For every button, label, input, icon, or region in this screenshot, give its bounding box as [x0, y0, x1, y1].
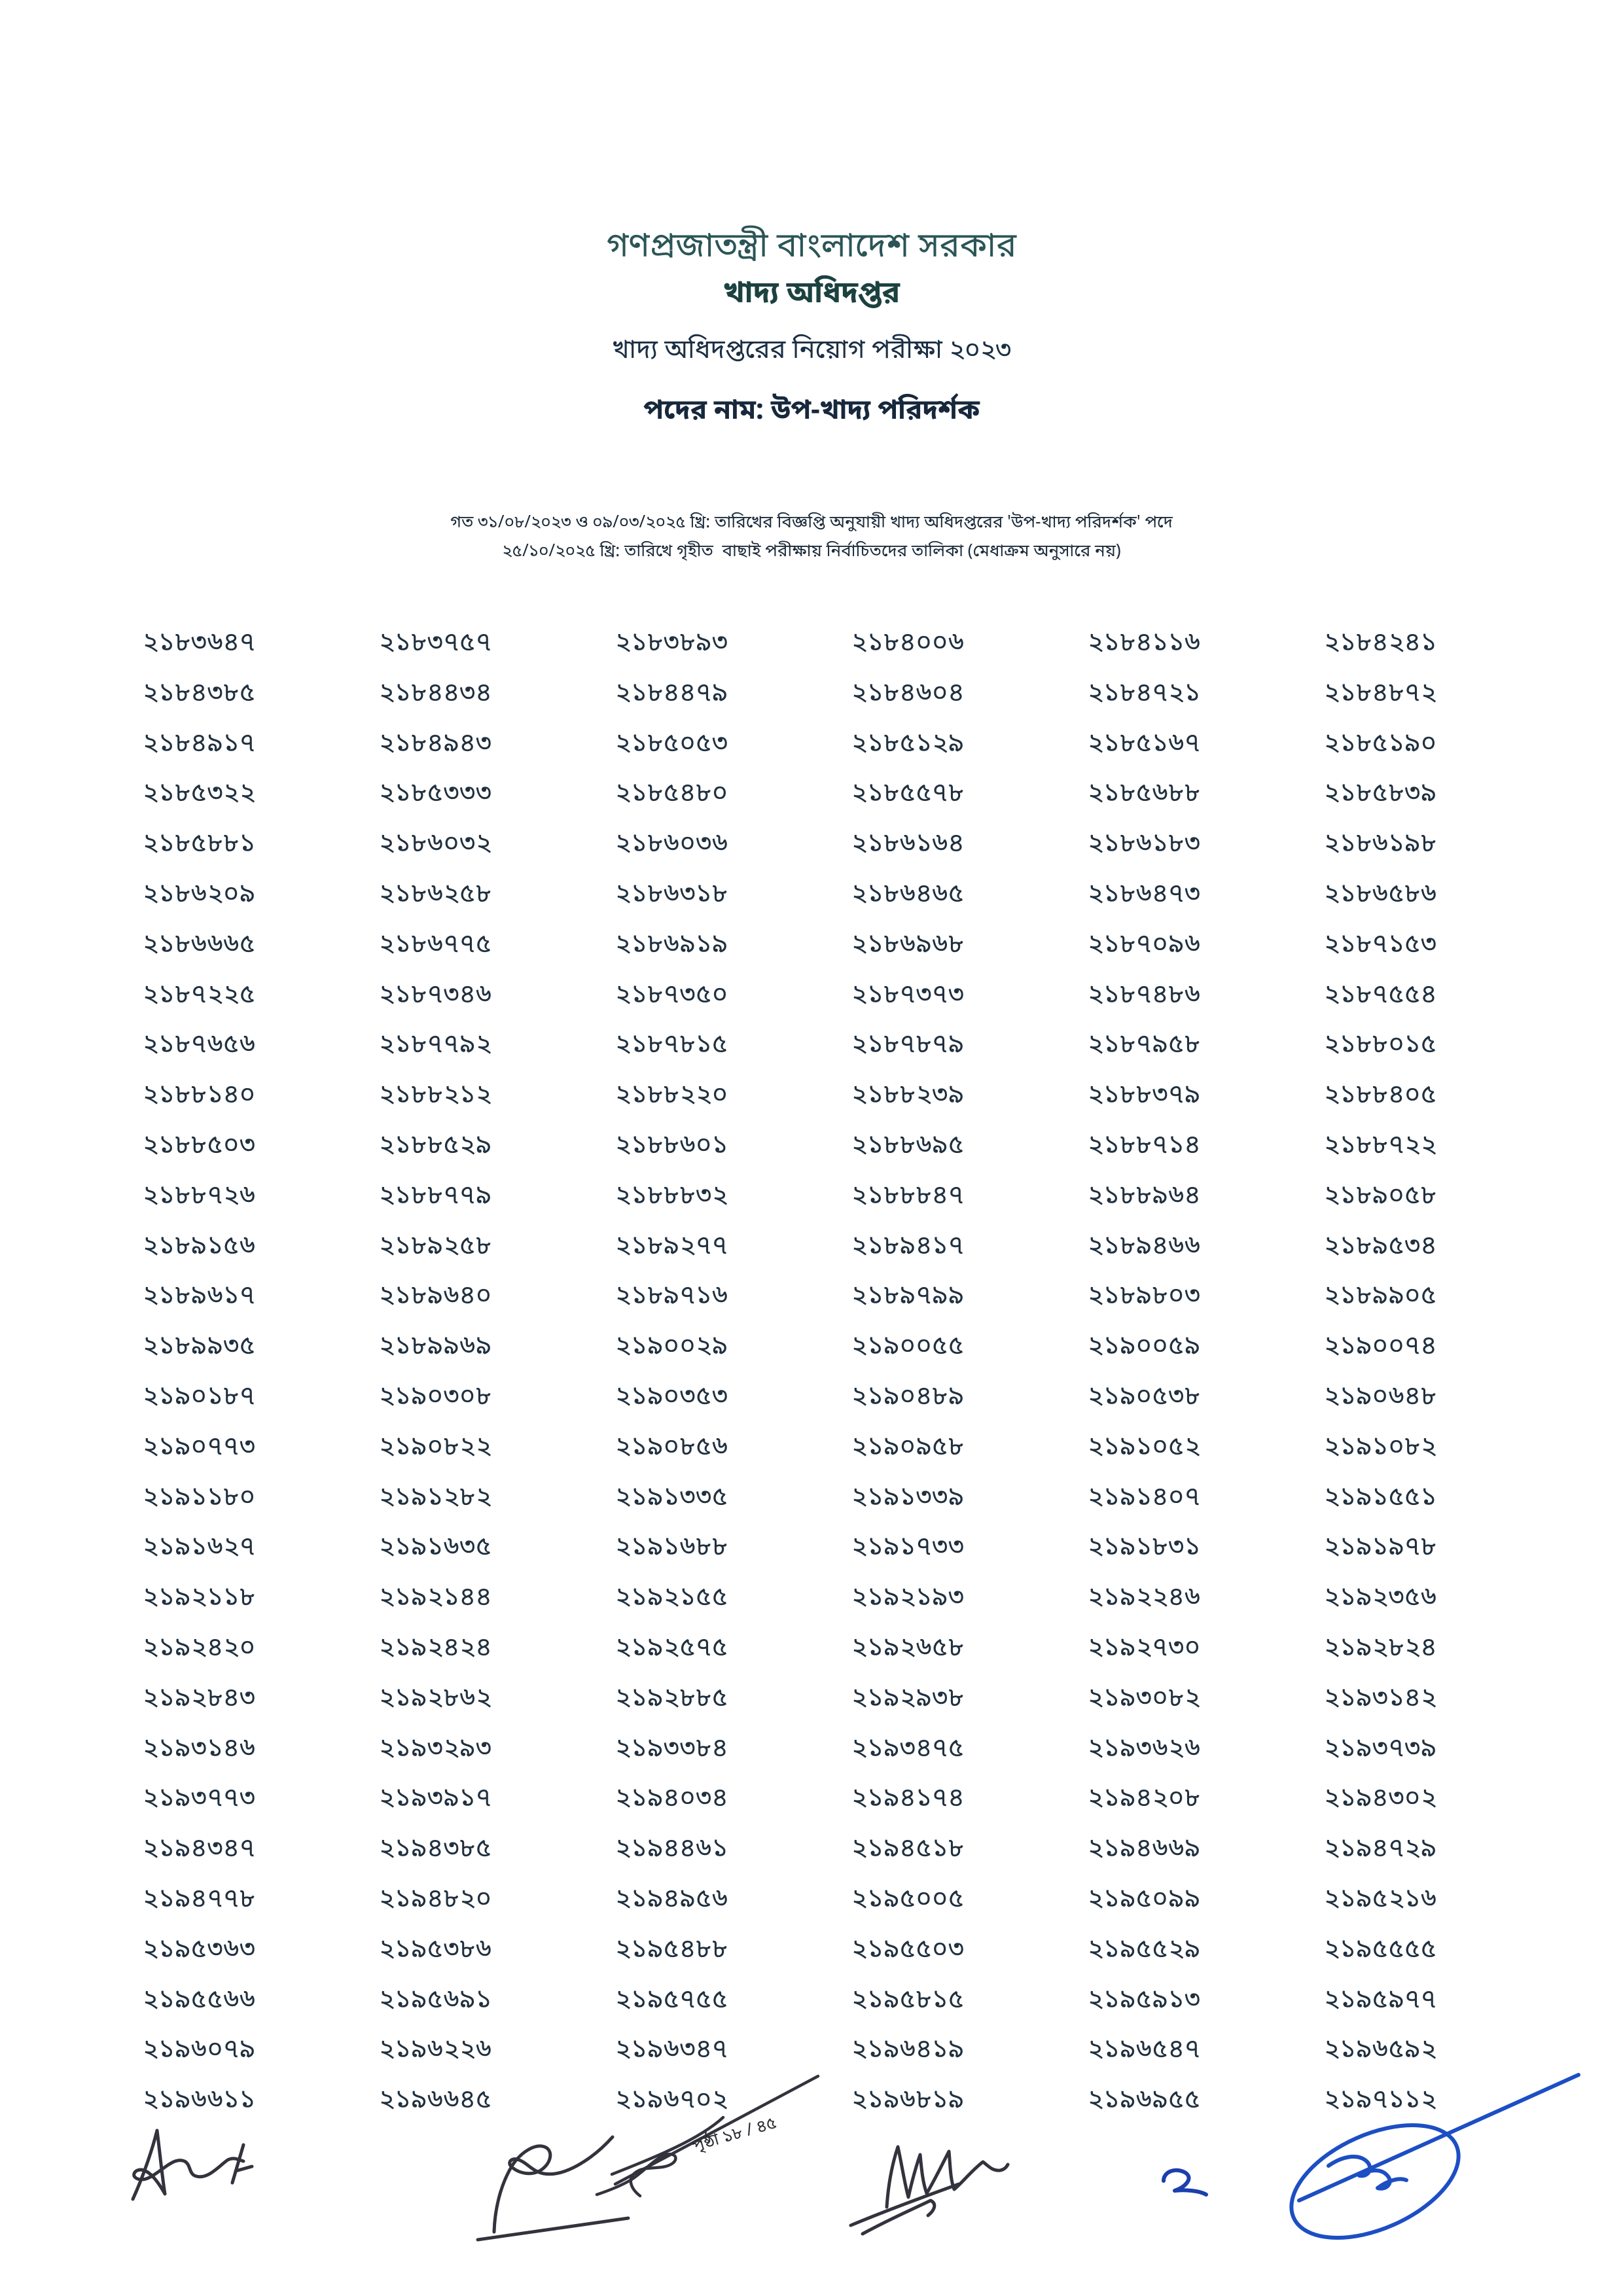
svg-text:পৃষ্ঠা ১৮ / ৪৫: পৃষ্ঠা ১৮ / ৪৫ [689, 2111, 779, 2158]
